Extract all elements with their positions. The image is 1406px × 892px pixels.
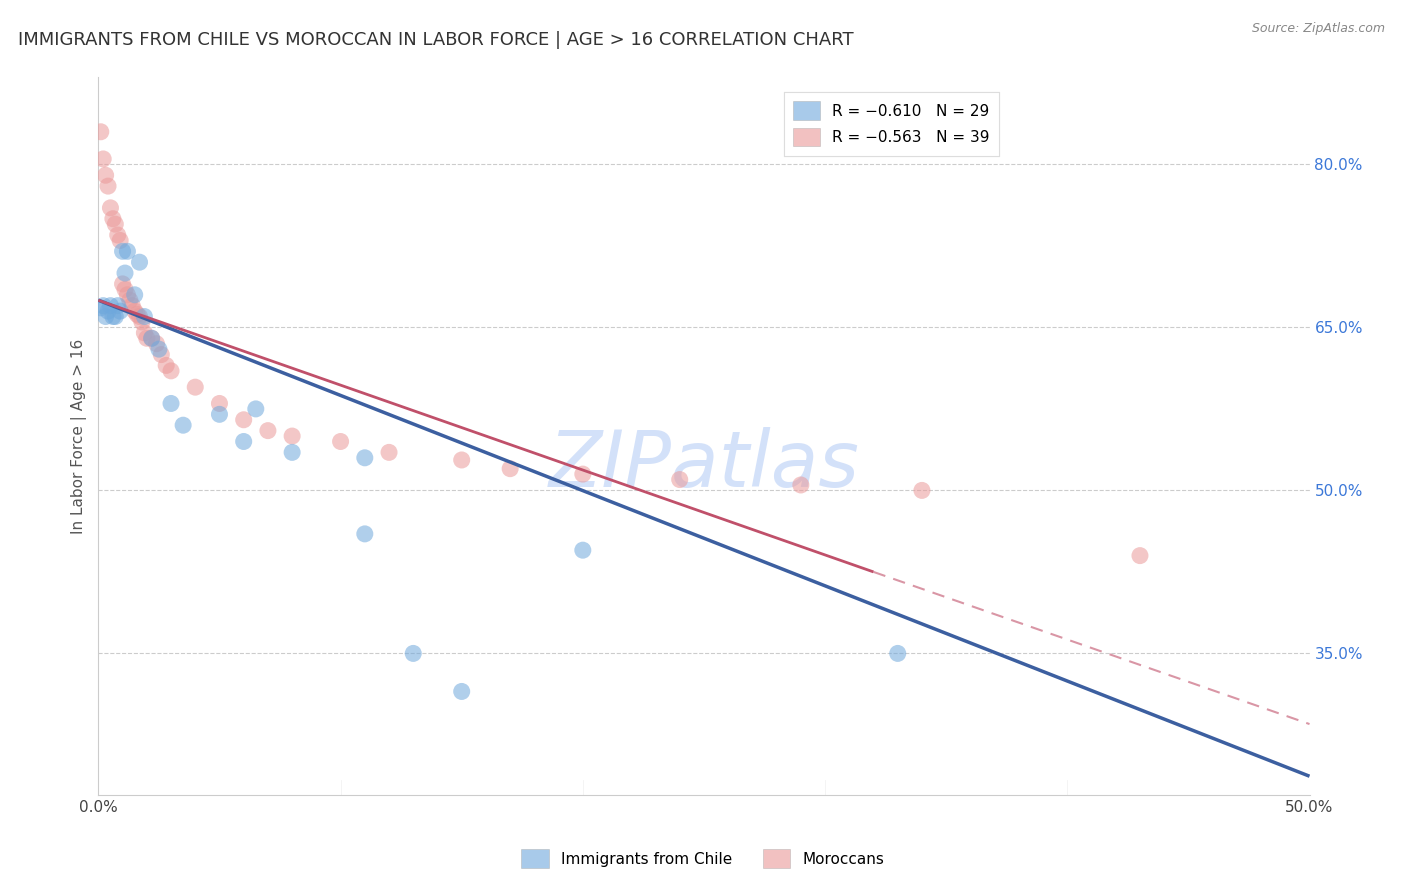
- Point: [108, 234, 131, 248]
- Point: [572, 543, 595, 558]
- Point: [450, 453, 472, 467]
- Point: [257, 424, 280, 438]
- Point: [108, 304, 131, 318]
- Point: [1129, 549, 1152, 563]
- Point: [94, 168, 117, 182]
- Legend: R = −0.610   N = 29, R = −0.563   N = 39: R = −0.610 N = 29, R = −0.563 N = 39: [783, 92, 1000, 155]
- Point: [886, 647, 908, 661]
- Point: [353, 527, 375, 541]
- Point: [353, 450, 375, 465]
- Point: [160, 396, 183, 410]
- Point: [128, 310, 150, 324]
- Point: [402, 647, 425, 661]
- Point: [155, 359, 177, 373]
- Point: [148, 342, 170, 356]
- Point: [145, 336, 167, 351]
- Point: [135, 331, 157, 345]
- Point: [118, 293, 141, 308]
- Point: [572, 467, 595, 482]
- Point: [94, 310, 117, 324]
- Point: [127, 307, 149, 321]
- Point: [101, 310, 124, 324]
- Point: [114, 282, 136, 296]
- Legend: Immigrants from Chile, Moroccans: Immigrants from Chile, Moroccans: [513, 841, 893, 875]
- Point: [107, 299, 129, 313]
- Y-axis label: In Labor Force | Age > 16: In Labor Force | Age > 16: [72, 338, 87, 533]
- Point: [668, 473, 690, 487]
- Point: [100, 299, 122, 313]
- Point: [117, 244, 139, 259]
- Point: [107, 227, 129, 242]
- Point: [208, 396, 231, 410]
- Point: [91, 152, 114, 166]
- Point: [141, 331, 163, 345]
- Point: [111, 244, 134, 259]
- Point: [790, 478, 813, 492]
- Point: [101, 211, 124, 226]
- Point: [450, 684, 472, 698]
- Point: [245, 401, 267, 416]
- Point: [91, 299, 114, 313]
- Point: [281, 429, 304, 443]
- Point: [499, 461, 522, 475]
- Point: [111, 277, 134, 291]
- Point: [134, 310, 156, 324]
- Point: [121, 299, 143, 313]
- Text: Source: ZipAtlas.com: Source: ZipAtlas.com: [1251, 22, 1385, 36]
- Point: [141, 331, 163, 345]
- Point: [90, 301, 112, 315]
- Point: [124, 304, 146, 318]
- Point: [104, 217, 127, 231]
- Point: [232, 434, 254, 449]
- Point: [117, 287, 139, 301]
- Point: [124, 287, 146, 301]
- Point: [208, 408, 231, 422]
- Text: IMMIGRANTS FROM CHILE VS MOROCCAN IN LABOR FORCE | AGE > 16 CORRELATION CHART: IMMIGRANTS FROM CHILE VS MOROCCAN IN LAB…: [18, 31, 853, 49]
- Point: [172, 418, 194, 433]
- Point: [90, 125, 112, 139]
- Point: [97, 179, 120, 194]
- Point: [100, 201, 122, 215]
- Point: [114, 266, 136, 280]
- Point: [134, 326, 156, 340]
- Point: [329, 434, 352, 449]
- Point: [97, 304, 120, 318]
- Point: [184, 380, 207, 394]
- Point: [104, 310, 127, 324]
- Point: [378, 445, 401, 459]
- Point: [911, 483, 934, 498]
- Point: [160, 364, 183, 378]
- Point: [131, 315, 153, 329]
- Point: [281, 445, 304, 459]
- Point: [128, 255, 150, 269]
- Point: [150, 347, 173, 361]
- Point: [232, 413, 254, 427]
- Text: ZIPatlas: ZIPatlas: [548, 426, 859, 503]
